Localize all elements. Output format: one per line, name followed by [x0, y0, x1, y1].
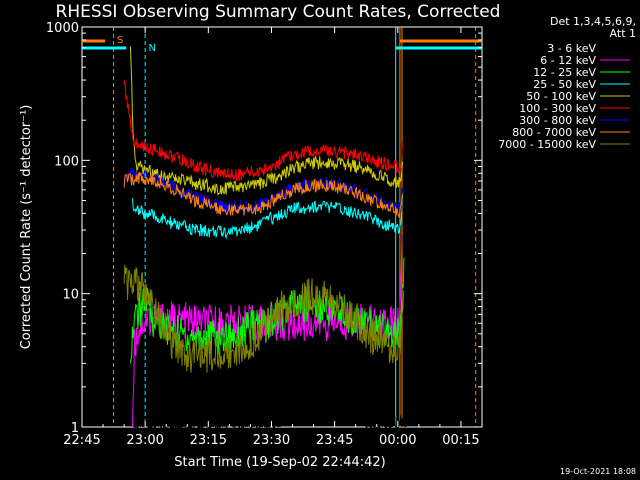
- legend-label-6: 300 - 800 keV: [519, 114, 596, 127]
- series-line-5: [123, 80, 403, 182]
- x-tick-label: 23:45: [316, 433, 353, 448]
- series-line-3: [132, 192, 404, 240]
- chart-title: RHESSI Observing Summary Count Rates, Co…: [56, 2, 501, 22]
- saa-annotation-label: S: [117, 35, 123, 46]
- legend-header-line-1: Det 1,3,4,5,6,9,: [550, 15, 636, 28]
- x-tick-label: 23:15: [190, 433, 227, 448]
- legend-label-5: 100 - 300 keV: [519, 102, 596, 115]
- series-layer: [123, 46, 407, 429]
- night-annotation-label: N: [149, 43, 156, 54]
- y-tick-label: 1000: [46, 21, 79, 36]
- y-tick-label: 10: [62, 288, 79, 303]
- y-axis-label: Corrected Count Rate (s⁻¹ detector⁻¹): [19, 105, 34, 350]
- plot-frame: [81, 26, 483, 428]
- legend-header-line-2: Att 1: [610, 27, 636, 40]
- x-tick-label: 00:00: [379, 433, 416, 448]
- x-axis-ticks: 22:45 23:00 23:15 23:30 23:45 00:00 00:15: [63, 27, 483, 448]
- legend-label-4: 50 - 100 keV: [526, 90, 596, 103]
- y-axis-ticks: 1 10 100 1000: [46, 21, 482, 436]
- legend-label-2: 12 - 25 keV: [533, 66, 596, 79]
- x-tick-label: 00:15: [442, 433, 479, 448]
- legend-label-1: 6 - 12 keV: [540, 54, 596, 67]
- legend-label-7: 800 - 7000 keV: [512, 126, 596, 139]
- x-tick-label: 23:30: [253, 433, 290, 448]
- x-tick-label: 22:45: [63, 433, 100, 448]
- legend-label-3: 25 - 50 keV: [533, 78, 596, 91]
- series-line-0: [132, 346, 407, 429]
- legend-label-0: 3 - 6 keV: [547, 42, 596, 55]
- x-axis-label: Start Time (19-Sep-02 22:44:42): [174, 455, 385, 470]
- x-tick-label: 23:00: [126, 433, 163, 448]
- footer-timestamp: 19-Oct-2021 18:08: [560, 467, 636, 476]
- marker-lines: SN: [82, 27, 482, 427]
- series-line-4: [129, 46, 404, 196]
- series-line-8: [123, 264, 405, 373]
- legend-label-8: 7000 - 15000 keV: [498, 138, 596, 151]
- series-line-7: [123, 172, 403, 218]
- y-tick-label: 100: [54, 154, 79, 169]
- y-tick-label: 1: [71, 421, 79, 436]
